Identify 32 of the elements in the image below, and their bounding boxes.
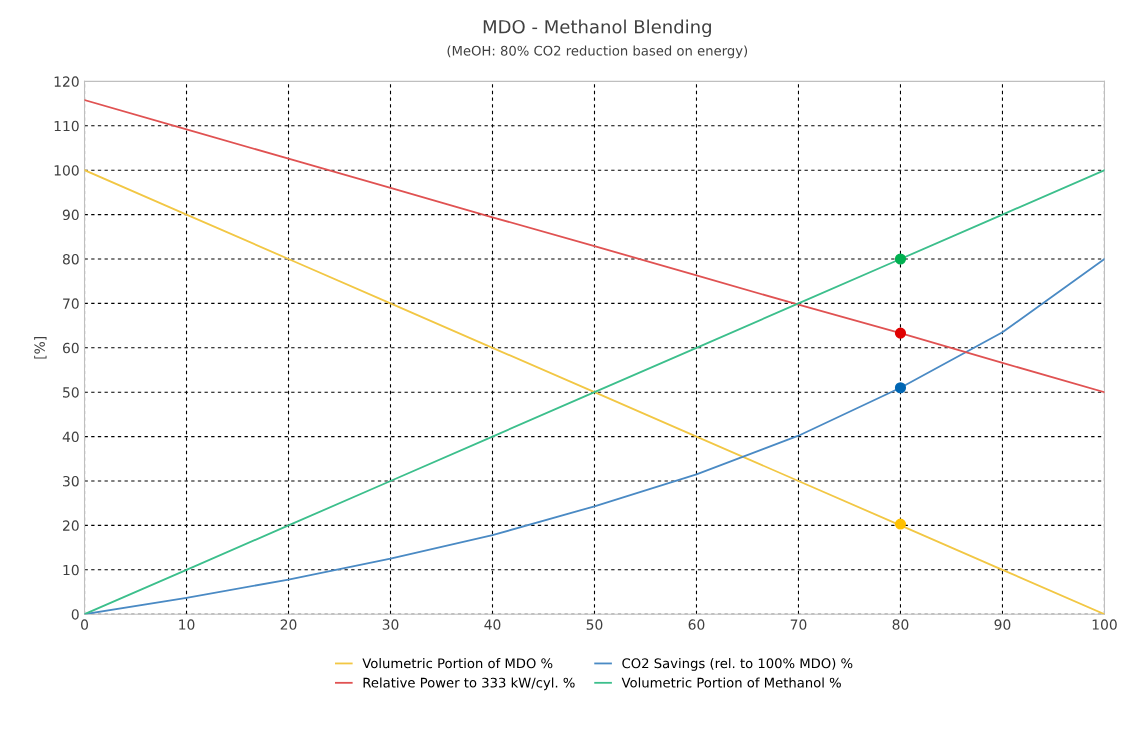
x-tick-label: 20 (280, 619, 297, 630)
y-tick-label: 30 (63, 475, 79, 487)
y-tick-label: 60 (62, 342, 79, 354)
y-tick-label: 20 (63, 520, 79, 531)
y-axis-title: [%] (34, 336, 47, 359)
legend-label: Relative Power to 333 kW/cyl. % (363, 677, 575, 691)
y-tick-label: 100 (54, 165, 79, 176)
y-tick-label: 50 (63, 387, 79, 398)
x-tick-label: 60 (688, 619, 705, 630)
line-series (84, 99, 1105, 394)
y-tick-label: 0 (71, 609, 79, 620)
y-tick-label: 70 (63, 298, 79, 309)
x-tick-label: 90 (994, 619, 1011, 630)
x-tick-label: 30 (382, 619, 399, 630)
y-tick-label: 120 (54, 76, 79, 87)
x-tick-label: 10 (179, 619, 195, 630)
chart-title: MDO - Methanol Blending (483, 19, 711, 38)
y-tick-label: 110 (54, 120, 79, 132)
legend-label: Volumetric Portion of Methanol % (621, 677, 841, 688)
legend-label: CO2 Savings (rel. to 100% MDO) % (622, 658, 853, 671)
chart-subtitle: (MeOH: 80% CO2 reduction based on energy) (447, 45, 748, 59)
legend-label: Volumetric Portion of MDO % (362, 658, 553, 669)
x-tick-label: 40 (484, 619, 501, 630)
x-tick-label: 50 (586, 619, 603, 630)
x-tick-label: 70 (790, 619, 807, 630)
x-tick-label: 80 (892, 619, 909, 630)
y-tick-label: 10 (63, 564, 79, 576)
x-tick-label: 0 (81, 619, 89, 630)
y-tick-label: 40 (62, 431, 79, 443)
y-tick-label: 80 (62, 253, 79, 265)
x-tick-label: 100 (1092, 619, 1117, 630)
y-tick-label: 90 (62, 209, 79, 221)
